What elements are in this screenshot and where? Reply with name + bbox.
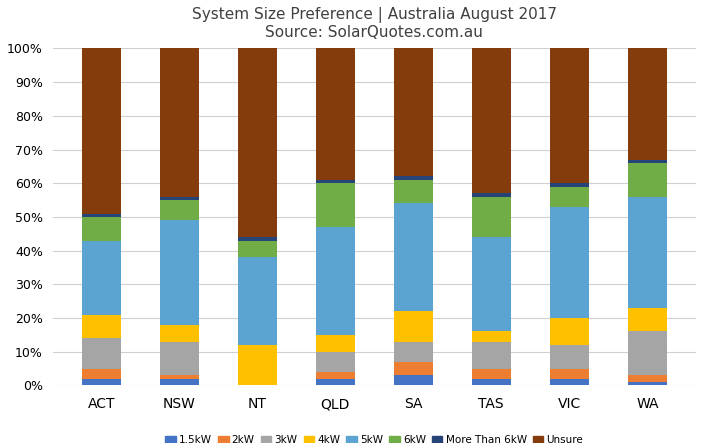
Bar [316, 372, 355, 379]
Bar [316, 183, 355, 227]
Bar [238, 237, 277, 241]
Bar [238, 257, 277, 345]
Bar [82, 48, 121, 214]
Bar [238, 345, 277, 385]
Bar [628, 159, 667, 163]
Bar [472, 369, 511, 379]
Bar [472, 197, 511, 237]
Bar [316, 227, 355, 335]
Bar [160, 220, 199, 325]
Bar [472, 331, 511, 342]
Bar [394, 362, 433, 375]
Bar [472, 237, 511, 331]
Bar [160, 48, 199, 197]
Bar [550, 183, 589, 187]
Title: System Size Preference | Australia August 2017
Source: SolarQuotes.com.au: System Size Preference | Australia Augus… [192, 7, 557, 40]
Legend: 1.5kW, 2kW, 3kW, 4kW, 5kW, 6kW, More Than 6kW, Unsure: 1.5kW, 2kW, 3kW, 4kW, 5kW, 6kW, More Tha… [161, 431, 588, 443]
Bar [82, 315, 121, 338]
Bar [628, 163, 667, 197]
Bar [316, 335, 355, 352]
Bar [628, 48, 667, 159]
Bar [550, 48, 589, 183]
Bar [82, 369, 121, 379]
Bar [160, 197, 199, 200]
Bar [394, 203, 433, 311]
Bar [238, 48, 277, 237]
Bar [394, 311, 433, 342]
Bar [82, 338, 121, 369]
Bar [316, 180, 355, 183]
Bar [394, 48, 433, 176]
Bar [316, 352, 355, 372]
Bar [472, 379, 511, 385]
Bar [160, 342, 199, 375]
Bar [472, 48, 511, 193]
Bar [394, 180, 433, 203]
Bar [550, 318, 589, 345]
Bar [316, 48, 355, 180]
Bar [550, 207, 589, 318]
Bar [472, 342, 511, 369]
Bar [160, 200, 199, 220]
Bar [394, 342, 433, 362]
Bar [82, 241, 121, 315]
Bar [394, 375, 433, 385]
Bar [316, 379, 355, 385]
Bar [238, 241, 277, 257]
Bar [550, 345, 589, 369]
Bar [394, 176, 433, 180]
Bar [472, 193, 511, 197]
Bar [550, 187, 589, 207]
Bar [82, 214, 121, 217]
Bar [628, 331, 667, 375]
Bar [628, 382, 667, 385]
Bar [550, 369, 589, 379]
Bar [160, 375, 199, 379]
Bar [82, 217, 121, 241]
Bar [628, 197, 667, 308]
Bar [628, 308, 667, 331]
Bar [160, 325, 199, 342]
Bar [628, 375, 667, 382]
Bar [550, 379, 589, 385]
Bar [82, 379, 121, 385]
Bar [160, 379, 199, 385]
